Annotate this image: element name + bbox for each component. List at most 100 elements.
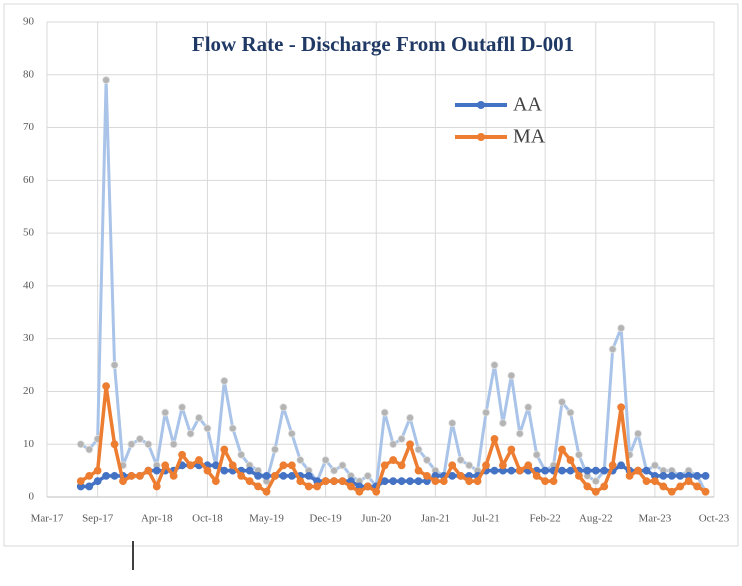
point-marker <box>701 487 710 496</box>
point-marker <box>499 461 507 470</box>
point-marker <box>634 429 642 438</box>
point-marker <box>161 461 170 470</box>
x-tick-label: Apr-18 <box>141 513 173 525</box>
point-marker <box>558 445 566 454</box>
point-marker <box>642 466 651 475</box>
point-marker <box>110 361 119 369</box>
point-marker <box>380 461 389 470</box>
point-marker <box>220 466 229 475</box>
point-marker <box>262 471 271 480</box>
point-marker <box>397 435 406 443</box>
point-marker <box>135 471 144 480</box>
point-marker <box>465 477 474 486</box>
point-marker <box>169 471 178 480</box>
point-marker <box>296 456 305 464</box>
point-marker <box>566 466 575 475</box>
point-marker <box>321 456 330 464</box>
point-marker <box>423 456 431 464</box>
point-marker <box>600 482 609 491</box>
point-marker <box>102 76 111 84</box>
point-marker <box>575 471 583 480</box>
point-marker <box>254 471 262 480</box>
point-marker <box>566 456 575 464</box>
point-marker <box>448 461 457 470</box>
point-marker <box>583 482 592 491</box>
point-marker <box>591 466 600 475</box>
point-marker <box>245 466 254 475</box>
y-tick-label: 40 <box>23 279 35 291</box>
point-marker <box>507 445 516 454</box>
point-marker <box>389 477 398 486</box>
point-marker <box>549 477 558 486</box>
point-marker <box>304 482 313 491</box>
point-marker <box>313 482 322 491</box>
point-marker <box>608 461 617 470</box>
point-marker <box>237 471 246 480</box>
point-marker <box>575 450 583 459</box>
point-marker <box>211 477 220 486</box>
y-tick-label: 20 <box>23 385 35 397</box>
point-marker <box>600 466 609 475</box>
point-marker <box>490 361 499 369</box>
x-tick-label: Oct-23 <box>699 513 730 525</box>
point-marker <box>85 445 94 454</box>
y-tick-label: 80 <box>23 68 35 80</box>
point-marker <box>195 413 203 422</box>
point-marker <box>152 466 161 475</box>
point-marker <box>515 466 524 475</box>
y-tick-label: 90 <box>23 16 35 28</box>
point-marker <box>566 408 575 417</box>
point-marker <box>279 471 288 480</box>
point-marker <box>304 471 313 480</box>
point-marker <box>220 445 229 454</box>
point-marker <box>515 429 524 438</box>
point-marker <box>296 477 305 486</box>
point-marker <box>448 419 457 428</box>
point-marker <box>254 482 262 491</box>
point-marker <box>127 440 136 449</box>
point-marker <box>591 487 600 496</box>
point-marker <box>490 466 499 475</box>
point-marker <box>541 477 550 486</box>
point-marker <box>414 445 423 454</box>
x-tick-label: Dec-19 <box>309 513 342 525</box>
point-marker <box>456 471 465 480</box>
point-marker <box>507 466 516 475</box>
y-tick-label: 60 <box>23 174 35 186</box>
point-marker <box>676 482 685 491</box>
point-marker <box>372 487 381 496</box>
point-marker <box>524 461 533 470</box>
y-tick-label: 50 <box>23 227 35 239</box>
point-marker <box>634 466 642 475</box>
y-tick-label: 70 <box>23 121 35 133</box>
point-marker <box>456 456 465 464</box>
point-marker <box>363 471 372 480</box>
point-marker <box>144 466 153 475</box>
point-marker <box>203 466 212 475</box>
point-marker <box>338 461 347 470</box>
point-marker <box>499 419 507 428</box>
point-marker <box>532 450 541 459</box>
legend-marker <box>477 101 485 109</box>
point-marker <box>617 324 626 333</box>
point-marker <box>448 471 457 480</box>
point-marker <box>414 477 423 486</box>
point-marker <box>465 461 474 470</box>
point-marker <box>321 477 330 486</box>
point-marker <box>237 450 246 459</box>
point-marker <box>330 477 338 486</box>
point-marker <box>414 466 423 475</box>
point-marker <box>220 376 229 385</box>
point-marker <box>642 477 651 486</box>
point-marker <box>659 482 668 491</box>
point-marker <box>245 477 254 486</box>
point-marker <box>228 424 237 433</box>
x-tick-label: Jan-21 <box>421 513 450 525</box>
x-tick-label: Jul-21 <box>472 513 500 525</box>
point-marker <box>262 487 271 496</box>
point-marker <box>439 477 448 486</box>
point-marker <box>76 440 85 449</box>
point-marker <box>119 477 127 486</box>
point-marker <box>338 477 347 486</box>
